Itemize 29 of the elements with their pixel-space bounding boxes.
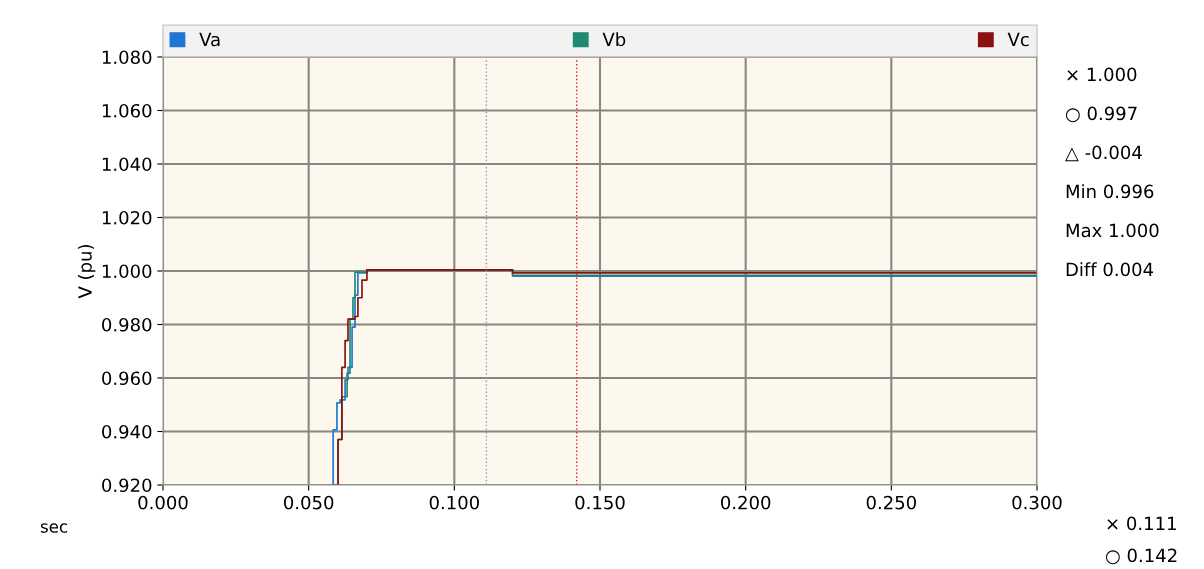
text: ○ 0.997 xyxy=(1065,106,1137,123)
y-axis-title: V (pu) xyxy=(77,245,96,299)
x-tick-label: 0.150 xyxy=(575,495,625,510)
text: × 1.000 xyxy=(1067,67,1137,82)
text: ○ 0.142 xyxy=(1105,548,1177,565)
y-tick-label: 1.040 xyxy=(102,157,152,172)
legend-label: Vc xyxy=(1007,32,1029,47)
legend-label: Va xyxy=(199,32,220,47)
y-tick-label: 1.020 xyxy=(102,210,152,225)
y-tick-label: 0.940 xyxy=(102,424,152,439)
legend-label: Vb xyxy=(602,32,626,47)
text: × 0.111 xyxy=(1107,516,1176,531)
x-tick-label: 0.200 xyxy=(721,495,771,510)
x-tick-label: 0.250 xyxy=(866,495,916,510)
y-tick-label: 1.080 xyxy=(102,50,152,65)
y-tick-label: 0.920 xyxy=(102,478,152,493)
x-tick-label: 0.000 xyxy=(138,495,188,510)
x-tick-label: 0.050 xyxy=(284,495,334,510)
y-tick-label: 0.980 xyxy=(102,317,152,332)
y-tick-label: 1.060 xyxy=(102,103,152,118)
x-axis-title: sec xyxy=(40,523,68,533)
x-tick-label: 0.300 xyxy=(1012,495,1062,510)
y-tick-label: 0.960 xyxy=(102,371,152,386)
text: Diff 0.004 xyxy=(1066,262,1154,277)
text: Min 0.996 xyxy=(1066,184,1154,199)
y-tick-label: 1.000 xyxy=(102,264,152,279)
text: △ -0.004 xyxy=(1065,145,1142,162)
text: Max 1.000 xyxy=(1066,223,1159,238)
x-tick-label: 0.100 xyxy=(429,495,479,510)
